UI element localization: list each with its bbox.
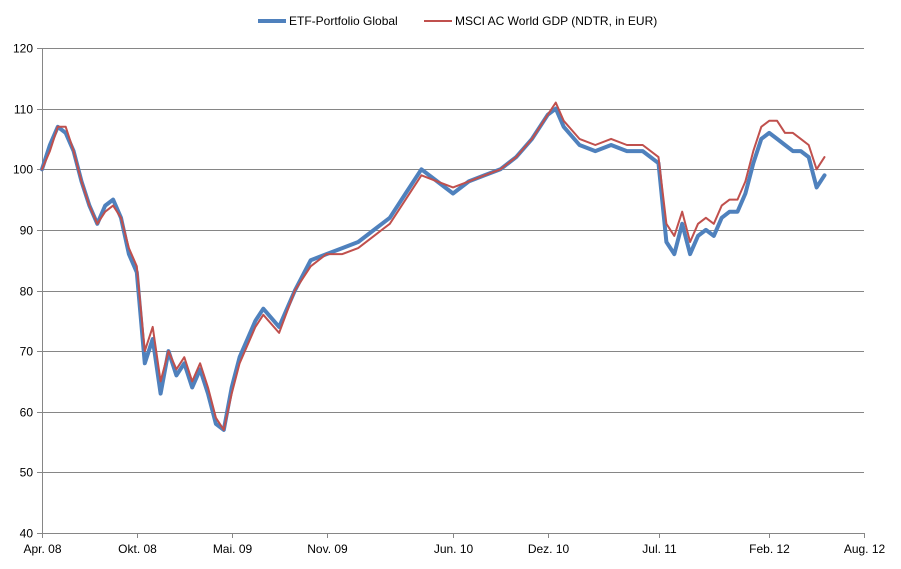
axes: 40 50 60 70 80 90 100 110 120 Apr. 08 Okt. 08 Mai. … (13, 42, 886, 557)
y-tick-label: 100 (13, 163, 33, 177)
y-tick-label: 50 (20, 466, 34, 480)
y-tick-label: 80 (20, 285, 34, 299)
x-tick-label: Mai. 09 (213, 542, 253, 556)
y-tick-label: 90 (20, 224, 34, 238)
x-tick-label: Apr. 08 (23, 542, 61, 556)
x-tick-label: Dez. 10 (528, 542, 570, 556)
x-tick-label: Aug. 12 (844, 542, 886, 556)
x-tick-label: Nov. 09 (307, 542, 348, 556)
series-line-msci-ac-world (41, 101, 826, 431)
y-tick-label: 110 (14, 103, 33, 117)
legend-label: ETF-Portfolio Global (289, 14, 398, 28)
y-tick-label: 60 (20, 406, 34, 420)
series (40, 101, 827, 432)
legend-label: MSCI AC World GDP (NDTR, in EUR) (455, 14, 657, 28)
y-tick-label: 120 (13, 42, 33, 56)
x-tick-label: Feb. 12 (749, 542, 790, 556)
x-tick-label: Jul. 11 (642, 542, 677, 556)
y-tick-label: 40 (20, 527, 34, 541)
x-tick-label: Okt. 08 (118, 542, 157, 556)
legend: ETF-Portfolio Global MSCI AC World GDP (N… (258, 14, 657, 28)
x-tick-label: Jun. 10 (434, 542, 474, 556)
y-tick-label: 70 (20, 345, 34, 359)
series-line-etf-portfolio (40, 106, 827, 432)
gridlines (42, 48, 864, 473)
